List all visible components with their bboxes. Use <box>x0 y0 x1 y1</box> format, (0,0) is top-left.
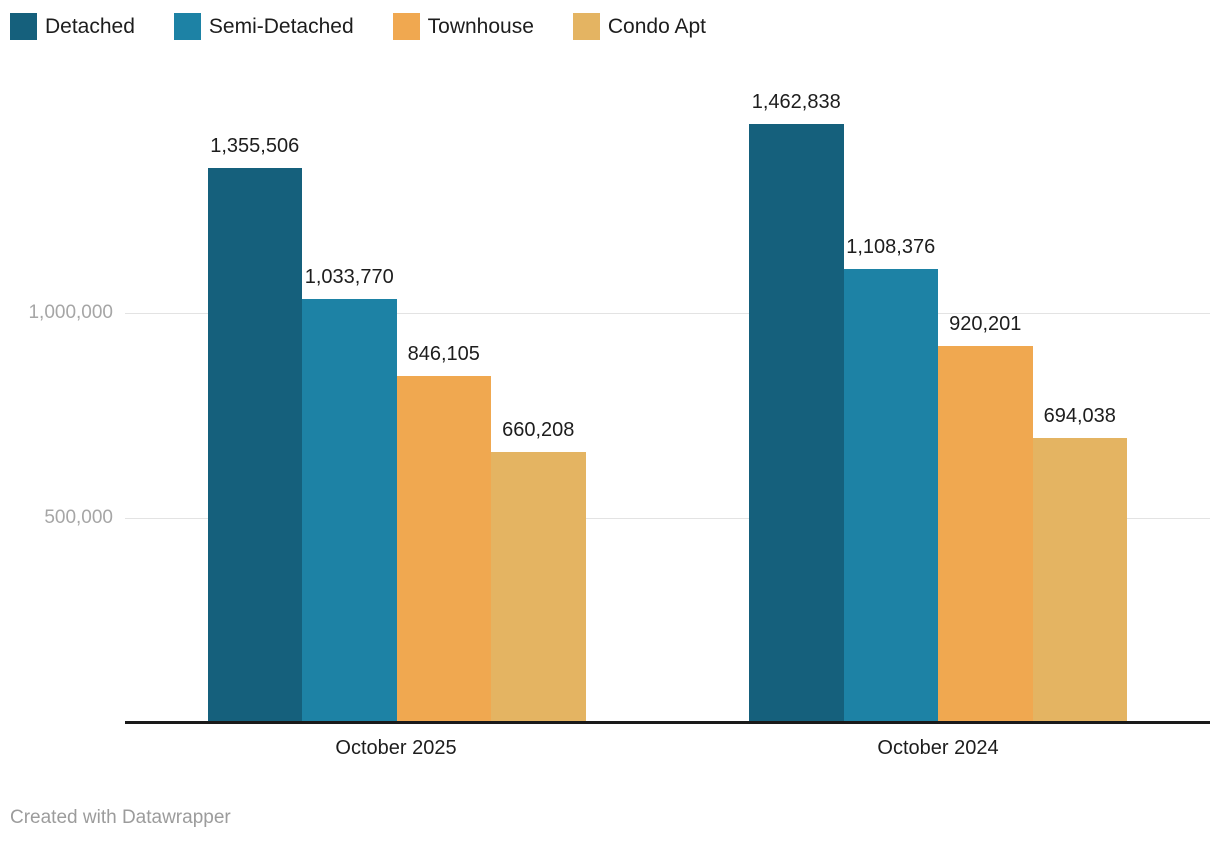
legend-label: Semi-Detached <box>208 14 354 38</box>
bar-semi-detached-october-2025 <box>302 299 397 722</box>
bar-condo-apt-october-2024 <box>1032 438 1127 722</box>
bar-value-label-semi-detached-october-2024: 1,108,376 <box>846 235 936 258</box>
legend-item-townhouse: Townhouse <box>392 13 534 40</box>
gridline <box>125 517 1210 519</box>
gridline <box>125 313 1210 314</box>
y-axis-tick-label: 1,000,000 <box>28 302 113 323</box>
legend-swatch-detached <box>10 13 37 40</box>
bar-townhouse-october-2025 <box>396 375 491 722</box>
y-axis-tick-label: 500,000 <box>44 506 113 528</box>
legend-item-detached: Detached <box>10 13 135 40</box>
bar-semi-detached-october-2024 <box>843 268 938 722</box>
x-axis-line <box>125 721 1210 724</box>
bar-value-label-detached-october-2025: 1,355,506 <box>210 134 300 157</box>
attribution-text: Created with Datawrapper <box>10 807 231 828</box>
legend-label: Condo Apt <box>607 14 706 38</box>
bar-condo-apt-october-2025 <box>491 451 586 722</box>
bar-value-label-semi-detached-october-2025: 1,033,770 <box>304 266 394 289</box>
legend-item-condo-apt: Condo Apt <box>572 13 706 40</box>
bar-detached-october-2024 <box>749 123 844 722</box>
bar-value-label-detached-october-2024: 1,462,838 <box>751 90 841 113</box>
x-axis-category-label-october-2024: October 2024 <box>877 737 999 759</box>
bar-townhouse-october-2024 <box>938 345 1033 722</box>
legend-label: Detached <box>45 14 135 38</box>
bar-detached-october-2025 <box>207 167 302 722</box>
chart-legend: Detached Semi-Detached Townhouse Condo Apt <box>10 13 706 40</box>
bar-value-label-condo-apt-october-2025: 660,208 <box>502 418 575 441</box>
legend-label: Townhouse <box>427 14 534 38</box>
legend-swatch-condo-apt <box>572 13 600 40</box>
legend-swatch-semi-detached <box>173 13 201 40</box>
legend-item-semi-detached: Semi-Detached <box>173 13 354 40</box>
x-axis-category-label-october-2025: October 2025 <box>335 737 457 759</box>
legend-swatch-townhouse <box>392 13 420 40</box>
bar-value-label-townhouse-october-2025: 846,105 <box>407 342 480 365</box>
bar-value-label-condo-apt-october-2024: 694,038 <box>1043 405 1116 428</box>
bar-value-label-townhouse-october-2024: 920,201 <box>949 312 1022 335</box>
